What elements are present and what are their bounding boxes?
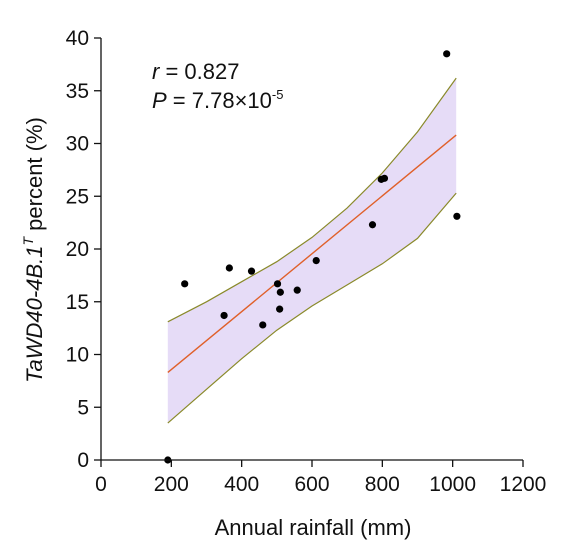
confidence-band-layer — [167, 77, 457, 424]
y-tick-label: 20 — [66, 238, 89, 261]
y-tick-label: 5 — [77, 396, 89, 419]
data-point — [453, 212, 461, 220]
data-point — [276, 305, 284, 313]
x-tick-label: 0 — [95, 473, 107, 496]
y-axis-label: TaWD40-4B.1T percent (%) — [20, 117, 47, 383]
y-tick-label: 40 — [66, 27, 89, 50]
r-symbol: r — [152, 59, 161, 84]
x-tick-label: 1000 — [429, 473, 476, 496]
p-symbol: P — [152, 88, 167, 113]
p-annotation: P = 7.78×10-5 — [152, 87, 283, 113]
data-point — [312, 257, 320, 265]
confidence-band-fill — [167, 78, 457, 424]
y-axis-label-gene: TaWD40-4B.1 — [22, 246, 47, 383]
data-point — [181, 280, 189, 288]
x-tick-label: 200 — [154, 473, 189, 496]
data-point — [220, 311, 228, 320]
confidence-band-lower — [167, 192, 457, 424]
data-point — [443, 50, 451, 58]
y-tick-label: 30 — [66, 133, 89, 156]
x-axis-label: Annual rainfall (mm) — [215, 515, 412, 540]
data-point — [247, 267, 256, 275]
axes-layer: 0 200 400 600 800 1000 1200 0 5 10 15 20 25 30 35 40 — [66, 27, 547, 496]
y-tick-label: 10 — [66, 344, 89, 367]
regression-layer — [167, 134, 457, 373]
x-tick-label: 1200 — [500, 473, 547, 496]
y-axis-label-rest: percent (%) — [22, 117, 47, 237]
data-point — [273, 280, 282, 288]
data-point — [225, 264, 233, 272]
y-tick-label: 0 — [77, 449, 89, 472]
x-tick-label: 800 — [365, 473, 400, 496]
regression-line — [167, 134, 457, 373]
r-annotation: r = 0.827 — [152, 59, 239, 84]
y-tick-label: 35 — [66, 80, 89, 103]
data-point — [368, 221, 377, 229]
x-tick-label: 400 — [224, 473, 259, 496]
data-points-layer — [164, 50, 461, 464]
x-tick-label: 600 — [294, 473, 329, 496]
y-tick-label: 25 — [66, 185, 89, 208]
p-value: = 7.78×10 — [167, 88, 272, 113]
r-value: = 0.827 — [159, 59, 239, 84]
data-point — [293, 286, 301, 294]
p-exponent: -5 — [272, 87, 284, 102]
y-axis-label-superscript: T — [20, 236, 36, 246]
data-point — [276, 288, 284, 296]
data-point — [380, 174, 389, 182]
y-tick-label: 15 — [66, 291, 89, 314]
confidence-band-upper — [167, 77, 457, 323]
data-point — [259, 321, 267, 329]
